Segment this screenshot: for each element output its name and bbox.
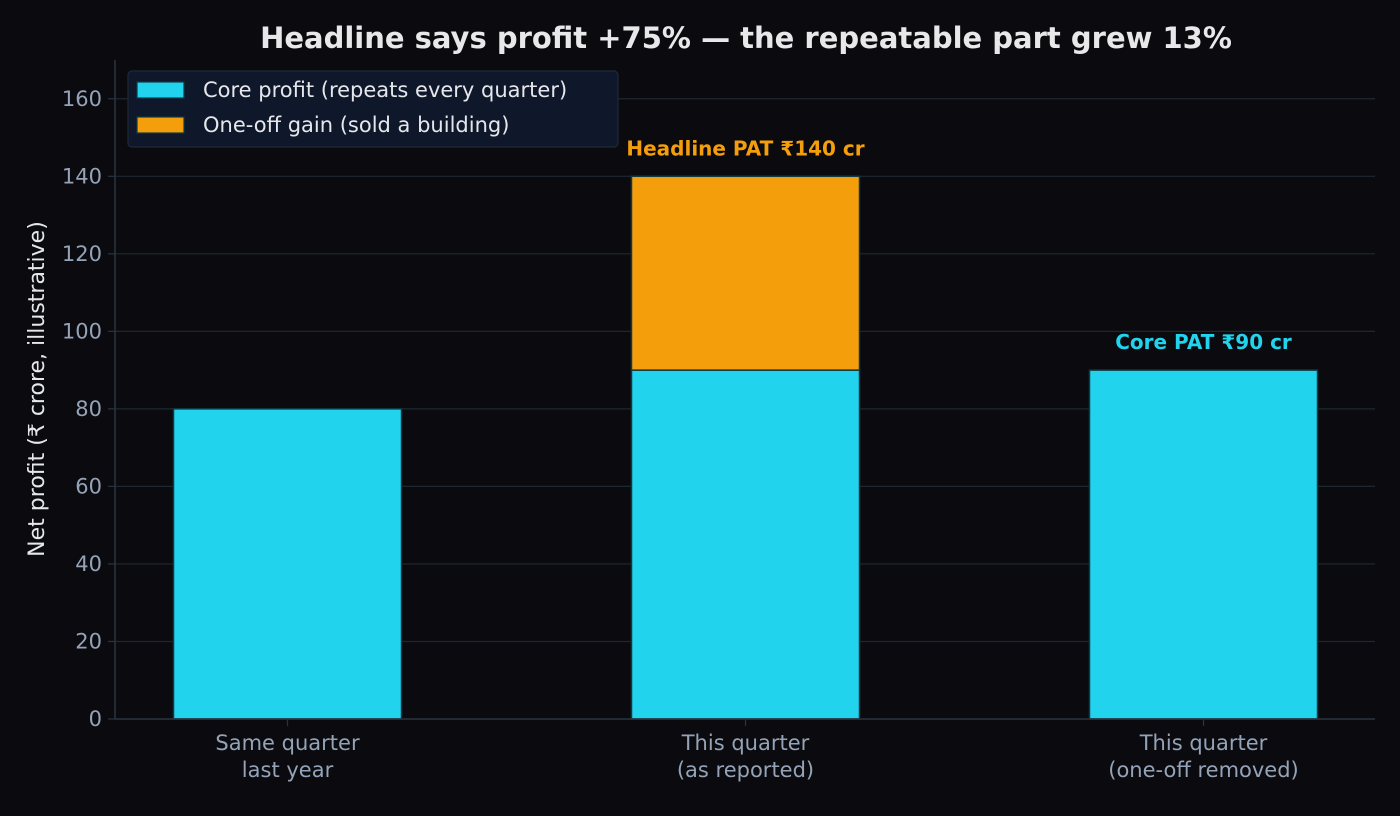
chart-title: Headline says profit +75% — the repeatab… (260, 21, 1232, 55)
x-tick-label: This quarter (as reported) (677, 731, 814, 782)
legend-label: Core profit (repeats every quarter) (203, 78, 567, 102)
y-tick-label: 40 (75, 552, 102, 576)
y-tick-label: 120 (62, 242, 102, 266)
y-tick-label: 80 (75, 397, 102, 421)
y-tick-label: 0 (89, 707, 102, 731)
bar-segment (630, 175, 861, 371)
x-tick-label-line: This quarter (1139, 731, 1268, 755)
y-tick-label: 140 (62, 164, 102, 188)
legend-swatch (136, 81, 185, 99)
legend-swatch (136, 116, 185, 134)
x-tick-label: Same quarter last year (215, 731, 360, 782)
x-tick-label-line: (as reported) (677, 758, 814, 782)
legend-box (127, 70, 619, 148)
bar-segment (172, 408, 403, 720)
x-tick-label: This quarter (one-off removed) (1108, 731, 1299, 782)
x-tick-label-line: Same quarter (215, 731, 360, 755)
x-tick-label-line: This quarter (681, 731, 810, 755)
y-tick-label: 100 (62, 319, 102, 343)
y-tick-label: 60 (75, 474, 102, 498)
legend: Core profit (repeats every quarter) One-o… (127, 70, 619, 148)
bars (172, 175, 1319, 720)
y-tick-label: 20 (75, 629, 102, 653)
y-tick-label: 160 (62, 87, 102, 111)
x-tick-label-line: last year (242, 758, 334, 782)
bar-segment (1088, 369, 1319, 720)
annotations: Headline PAT ₹140 cr Core PAT ₹90 cr (626, 136, 1292, 354)
y-axis-label: Net profit (₹ crore, illustrative) (25, 221, 50, 557)
x-tick-label-line: (one-off removed) (1108, 758, 1299, 782)
legend-label: One-off gain (sold a building) (203, 113, 509, 137)
bar-annotation: Core PAT ₹90 cr (1115, 330, 1292, 354)
axes: 0 20 40 60 80 100 120 140 160 Same quarter last ye… (62, 60, 1375, 782)
bar-annotation: Headline PAT ₹140 cr (626, 136, 864, 160)
bar-segment (630, 369, 861, 720)
